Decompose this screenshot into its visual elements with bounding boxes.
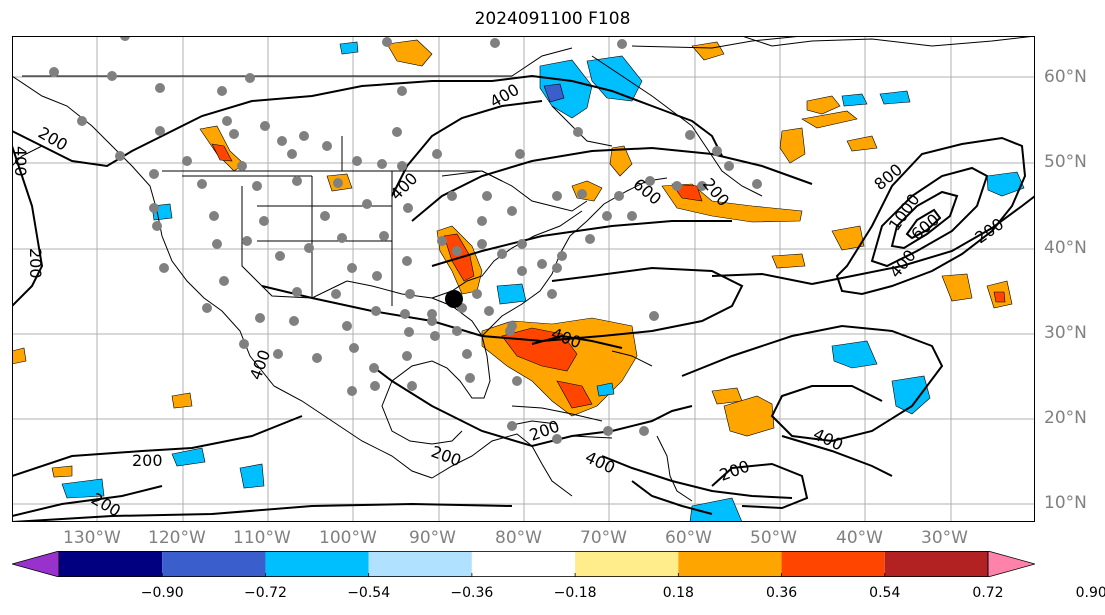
colorbar-segment [471,551,576,577]
colorbar-tick-label: −0.54 [347,585,391,601]
colorbar-tick-label: −0.72 [243,585,287,601]
colorbar-tick-label: −0.18 [553,585,597,601]
contour-label-400: 400 [582,447,618,477]
colorbar-segment [59,551,163,577]
colorbar-extend-high [987,551,1035,577]
lon-label: 80°W [495,528,542,548]
contour-label-200: 200 [26,248,45,279]
colorbar-segment [368,551,472,577]
colorbar-tick-label: 0.18 [662,585,694,601]
reference-point-marker [445,290,463,308]
lon-label: 120°W [148,528,206,548]
lon-label: 50°W [750,528,797,548]
colorbar [12,551,1035,577]
colorbar-tick-label: −0.36 [450,585,494,601]
lon-label: 130°W [63,528,121,548]
map-frame [12,36,1035,522]
contour-label-800: 800 [870,160,906,194]
lon-label: 40°W [836,528,883,548]
colorbar-segment [265,551,369,577]
lat-label: 20°N [1044,408,1087,428]
lon-label: 110°W [233,528,291,548]
lat-label: 50°N [1044,152,1087,172]
contour-label-200: 200 [132,451,163,470]
lon-label: 90°W [409,528,456,548]
map-panel: 200 400 200 400 400 400 200 200 200 200 … [12,36,1035,522]
colorbar-tick-label: 0.36 [765,585,798,601]
contour-label-600: 600 [629,175,665,209]
lon-label: 70°W [580,528,627,548]
colorbar-segment [781,551,885,577]
colorbar-tick-label: 0.72 [972,585,1004,601]
colorbar-tick-label: 0.54 [869,585,901,601]
colorbar-segment [162,551,266,577]
colorbar-segment [884,551,988,577]
station-dots [49,36,762,444]
colorbar-tick-label: 0.90 [1075,585,1105,601]
colorbar-segment [575,551,679,577]
contour-label-400: 400 [12,146,30,177]
colorbar-segment [678,551,782,577]
contour-label-400: 400 [246,347,274,382]
lat-label: 40°N [1044,238,1087,258]
contour-label-200: 200 [35,123,71,155]
colorbar-tick-label: −0.90 [140,585,184,601]
map-title: 2024091100 F108 [474,9,631,29]
lat-label: 10°N [1044,493,1087,513]
colorbar-extend-low [12,551,60,577]
colorbar-frame [58,551,989,577]
contour-label-400: 400 [487,80,523,112]
lat-label: 60°N [1044,67,1087,87]
lon-label: 100°W [319,528,377,548]
lon-label: 60°W [665,528,712,548]
lon-label: 30°W [921,528,968,548]
height-contours [12,74,1035,522]
contour-label-200: 200 [717,456,752,484]
lat-label: 30°N [1044,323,1087,343]
contour-label-200: 200 [429,442,464,470]
